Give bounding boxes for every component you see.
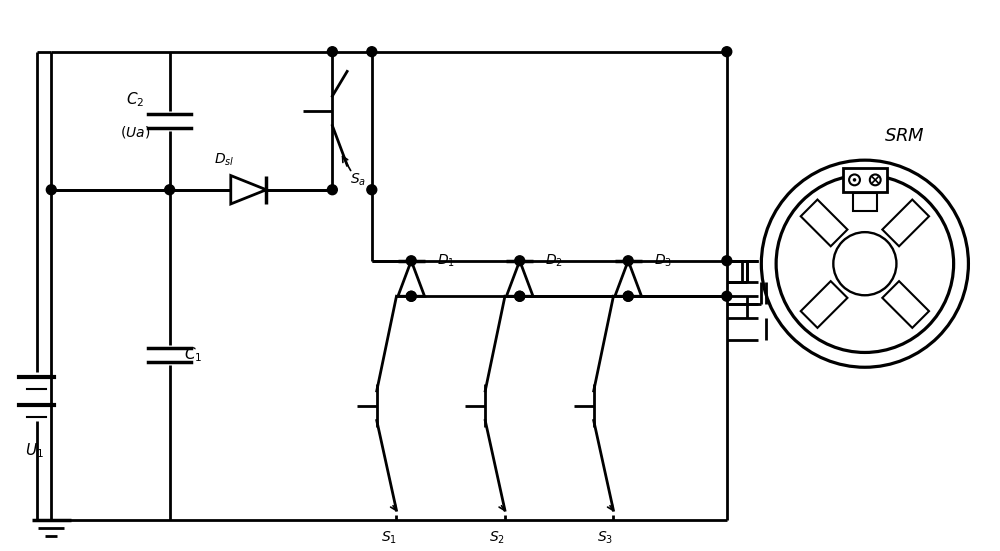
Text: $U_1$: $U_1$ [25,441,44,460]
Circle shape [853,178,856,182]
Text: $SRM$: $SRM$ [884,127,925,145]
Circle shape [46,185,56,195]
Text: $D_{sl}$: $D_{sl}$ [214,152,234,168]
Circle shape [515,291,525,301]
Polygon shape [506,261,533,296]
Circle shape [367,185,377,195]
Text: $D_{2}$: $D_{2}$ [545,252,563,269]
Circle shape [722,291,732,301]
Circle shape [406,256,416,266]
Circle shape [623,291,633,301]
Circle shape [327,47,337,57]
Text: $S_{1}$: $S_{1}$ [381,530,397,547]
Circle shape [327,185,337,195]
Circle shape [515,291,525,301]
Bar [843,168,887,192]
Text: $D_{3}$: $D_{3}$ [654,252,672,269]
Circle shape [722,47,732,57]
Circle shape [367,47,377,57]
Circle shape [406,291,416,301]
Circle shape [623,256,633,266]
Bar [853,193,877,211]
Polygon shape [398,261,425,296]
Circle shape [722,256,732,266]
Text: $C_2$: $C_2$ [126,90,144,109]
Polygon shape [231,176,266,204]
Text: $S_a$: $S_a$ [350,172,366,188]
Text: $S_{3}$: $S_{3}$ [597,530,614,547]
Circle shape [515,256,525,266]
Circle shape [406,291,416,301]
Text: $D_{1}$: $D_{1}$ [437,252,455,269]
Polygon shape [615,261,642,296]
Circle shape [165,185,175,195]
Circle shape [623,291,633,301]
Text: $(Ua)$: $(Ua)$ [120,125,150,141]
Text: $S_{2}$: $S_{2}$ [489,530,505,547]
Text: $C_1$: $C_1$ [184,345,203,364]
